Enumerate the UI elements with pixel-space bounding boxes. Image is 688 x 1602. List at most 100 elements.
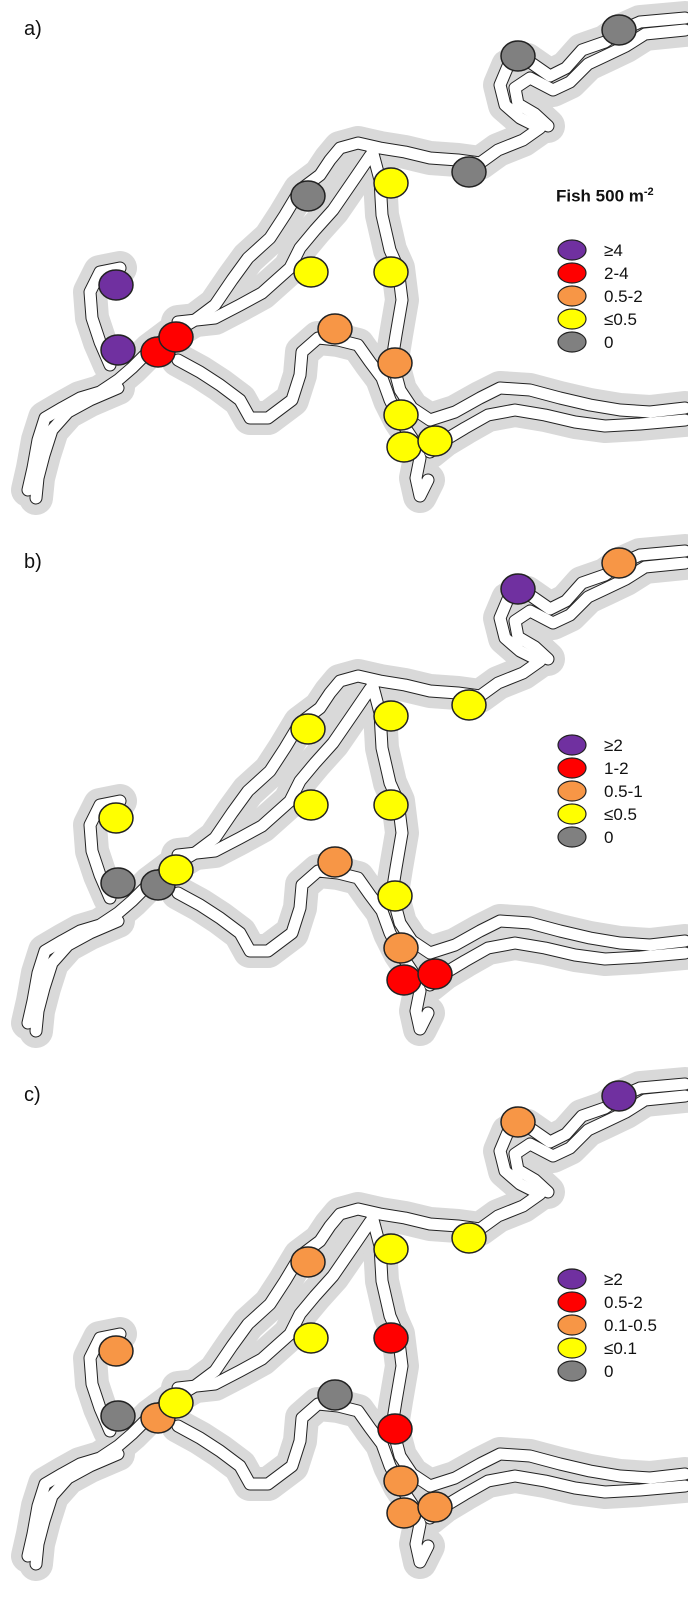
survey-site-marker xyxy=(500,1106,536,1138)
survey-site-marker xyxy=(100,1400,136,1432)
legend-swatch xyxy=(557,757,587,779)
survey-site-marker xyxy=(601,14,637,46)
legend-label: 0 xyxy=(604,1362,613,1381)
survey-site-marker xyxy=(383,932,419,964)
legend-label: ≥2 xyxy=(604,736,623,755)
survey-site-marker xyxy=(290,1246,326,1278)
map-canvas: ≥4 2-4 0.5-2 ≤0.5 0 xyxy=(11,1,688,515)
survey-site-marker xyxy=(417,958,453,990)
map-panel-b: ≥2 1-2 0.5-1 ≤0.5 0 b) xyxy=(0,533,688,1063)
legend-entry: ≤0.5 xyxy=(557,803,637,825)
survey-site-marker xyxy=(417,425,453,457)
survey-site-marker xyxy=(377,1413,413,1445)
survey-site-marker xyxy=(317,1379,353,1411)
map-panel-c: ≥2 0.5-2 0.1-0.5 ≤0.1 0 c) xyxy=(0,1066,688,1596)
survey-site-marker xyxy=(377,880,413,912)
survey-site-marker xyxy=(386,1497,422,1529)
survey-site-marker xyxy=(601,547,637,579)
legend-label: ≤0.5 xyxy=(604,310,637,329)
legend-label: ≥4 xyxy=(604,241,623,260)
survey-site-marker xyxy=(100,334,136,366)
legend-label: 0 xyxy=(604,828,613,847)
legend-label: 0.5-2 xyxy=(604,287,643,306)
survey-site-marker xyxy=(158,321,194,353)
survey-site-marker xyxy=(158,854,194,886)
legend-entry: ≥2 xyxy=(557,1268,623,1290)
survey-site-marker xyxy=(158,1387,194,1419)
legend-label: 2-4 xyxy=(604,264,629,283)
legend-entry: 2-4 xyxy=(557,262,629,284)
legend-entry: ≥2 xyxy=(557,734,623,756)
survey-site-marker xyxy=(386,964,422,996)
survey-site-marker xyxy=(373,1322,409,1354)
legend-swatch xyxy=(557,1268,587,1290)
survey-site-marker xyxy=(98,269,134,301)
legend-entry: 0.1-0.5 xyxy=(557,1314,657,1336)
survey-site-marker xyxy=(377,347,413,379)
legend-swatch xyxy=(557,1291,587,1313)
survey-site-marker xyxy=(451,689,487,721)
river-network xyxy=(11,1,688,515)
survey-site-marker xyxy=(293,789,329,821)
survey-site-marker xyxy=(383,399,419,431)
legend-swatch xyxy=(557,803,587,825)
legend-entry: 0 xyxy=(557,331,613,353)
panel-label: a) xyxy=(24,18,42,40)
survey-site-marker xyxy=(290,180,326,212)
survey-site-marker xyxy=(373,167,409,199)
survey-site-marker xyxy=(98,802,134,834)
legend-title-text: Fish 500 m xyxy=(556,186,644,206)
legend-entry: ≤0.1 xyxy=(557,1337,637,1359)
legend-entry: 0 xyxy=(557,826,613,848)
survey-site-marker xyxy=(373,1233,409,1265)
panel-label: b) xyxy=(24,551,42,573)
survey-site-marker xyxy=(451,1222,487,1254)
map-canvas: ≥2 0.5-2 0.1-0.5 ≤0.1 0 xyxy=(11,1067,688,1581)
legend-title: Fish 500 m-2 xyxy=(556,186,654,207)
legend-swatch xyxy=(557,308,587,330)
legend-label: ≤0.5 xyxy=(604,805,637,824)
survey-site-marker xyxy=(500,573,536,605)
survey-site-marker xyxy=(373,789,409,821)
survey-site-marker xyxy=(373,256,409,288)
survey-site-marker xyxy=(373,700,409,732)
survey-site-marker xyxy=(317,846,353,878)
survey-site-marker xyxy=(500,40,536,72)
legend-swatch xyxy=(557,780,587,802)
legend-entry: ≤0.5 xyxy=(557,308,637,330)
survey-site-marker xyxy=(293,1322,329,1354)
legend-swatch xyxy=(557,285,587,307)
survey-site-marker xyxy=(383,1465,419,1497)
legend-swatch xyxy=(557,262,587,284)
legend-entry: 0.5-2 xyxy=(557,285,643,307)
legend-entry: 0.5-1 xyxy=(557,780,643,802)
legend-label: 0.5-2 xyxy=(604,1293,643,1312)
legend-label: 0.1-0.5 xyxy=(604,1316,657,1335)
survey-site-marker xyxy=(290,713,326,745)
legend-entry: 0 xyxy=(557,1360,613,1382)
survey-site-marker xyxy=(293,256,329,288)
legend-label: 0.5-1 xyxy=(604,782,643,801)
legend-label: ≥2 xyxy=(604,1270,623,1289)
survey-site-marker xyxy=(386,431,422,463)
map-canvas: ≥2 1-2 0.5-1 ≤0.5 0 xyxy=(11,534,688,1048)
legend-swatch xyxy=(557,1360,587,1382)
legend-label: ≤0.1 xyxy=(604,1339,637,1358)
legend-entry: ≥4 xyxy=(557,239,623,261)
legend-label: 0 xyxy=(604,333,613,352)
map-panel-a: ≥4 2-4 0.5-2 ≤0.5 0 a) Fish 500 m-2 xyxy=(0,0,688,530)
panel-label: c) xyxy=(24,1084,41,1106)
legend-entry: 1-2 xyxy=(557,757,629,779)
survey-site-marker xyxy=(601,1080,637,1112)
legend-swatch xyxy=(557,239,587,261)
legend-label: 1-2 xyxy=(604,759,629,778)
legend-swatch xyxy=(557,1314,587,1336)
legend-swatch xyxy=(557,734,587,756)
legend-swatch xyxy=(557,331,587,353)
legend-title-exponent: -2 xyxy=(643,186,654,198)
survey-site-marker xyxy=(451,156,487,188)
survey-site-marker xyxy=(98,1335,134,1367)
survey-site-marker xyxy=(417,1491,453,1523)
legend-swatch xyxy=(557,826,587,848)
legend-entry: 0.5-2 xyxy=(557,1291,643,1313)
